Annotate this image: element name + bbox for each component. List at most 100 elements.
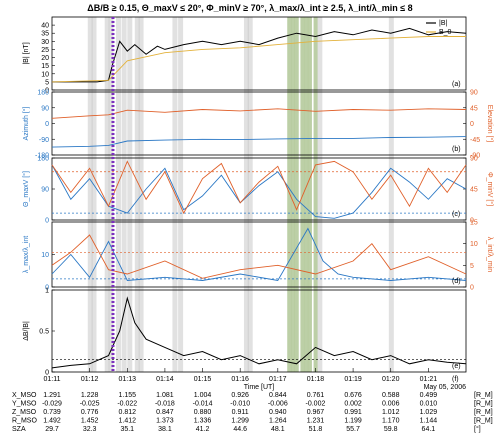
eph-value: 48.1	[271, 426, 285, 433]
chart-title: ΔB/B ≥ 0.15, Θ_maxV ≤ 20°, Φ_minV ≥ 70°,…	[87, 3, 412, 13]
gray-band-0	[87, 17, 93, 372]
xtick-label: 01:20	[382, 376, 400, 383]
eph-unit: [R_M]	[474, 392, 493, 399]
ytick-right-label: 90	[470, 90, 478, 97]
green-band-2	[294, 17, 299, 372]
green-band-0	[287, 17, 292, 372]
ylabel-right: Φ_minV [°]	[486, 172, 494, 206]
eph-value: 1.228	[81, 392, 99, 399]
gray-band-12	[247, 17, 253, 372]
ytick-label: 15	[41, 63, 49, 70]
eph-unit: [R_M]	[474, 401, 493, 408]
gray-band-1	[91, 17, 97, 372]
series-1	[51, 160, 467, 215]
eph-value: 1.144	[420, 418, 438, 425]
eph-value: 0.926	[231, 392, 249, 399]
eph-value: 1.373	[156, 418, 174, 425]
eph-unit: [R_M]	[474, 418, 493, 425]
eph-value: 0.676	[344, 392, 362, 399]
eph-value: 0.761	[307, 392, 325, 399]
eph-row-label: X_MSO	[12, 392, 37, 399]
ephemeris-table: X_MSO 1.291 1.228 1.155 1.081 1.004 0.926 0.844…	[12, 392, 493, 433]
ytick-label: 1	[45, 288, 49, 295]
series-0	[51, 164, 467, 219]
eph-row-label: R_MSO	[12, 418, 37, 425]
eph-value: 1.231	[307, 418, 325, 425]
ytick-label: 40	[41, 23, 49, 30]
eph-value: 1.170	[382, 418, 400, 425]
eph-value: -0.022	[117, 401, 137, 408]
panel-b: -180 -90 0 90 180 -90 -45 0 45 90 Azimuth [°] Eleva…	[22, 90, 494, 160]
eph-value: 35.1	[120, 426, 134, 433]
panel-e: 0 0.5 1 ΔB/|B| (e)	[23, 288, 467, 377]
ytick-label: 0	[45, 88, 49, 95]
eph-value: 0.499	[420, 392, 438, 399]
ytick-label: 0.5	[39, 329, 49, 336]
panel-frame	[51, 16, 467, 91]
ytick-right-label: 90	[470, 156, 478, 163]
eph-value: 41.2	[196, 426, 210, 433]
gray-band-4	[115, 17, 121, 372]
series-0	[51, 136, 467, 148]
x-axis: 01:11 01:12 01:13 01:14 01:15 01:16 01:17 01:18…	[44, 368, 466, 391]
ylabel-left: Azimuth [°]	[22, 106, 30, 140]
panel-label: (a)	[452, 81, 461, 88]
ytick-label: 10	[41, 71, 49, 78]
xtick-label: 01:16	[231, 376, 249, 383]
gray-band-11	[243, 17, 249, 372]
eph-value: 1.291	[43, 392, 61, 399]
eph-value: 0.010	[420, 401, 438, 408]
ytick-right-label: 45	[470, 187, 478, 194]
green-band-3	[300, 17, 305, 372]
eph-value: -0.014	[193, 401, 213, 408]
panel-label-f: (f)	[452, 376, 459, 383]
event-bands	[87, 17, 394, 372]
ytick-label: 0	[45, 370, 49, 377]
ytick-label: 25	[41, 47, 49, 54]
ytick-right-label: 10	[470, 241, 478, 248]
xtick-label: 01:18	[307, 376, 325, 383]
ylabel-left: |B| [nT]	[23, 42, 30, 64]
eph-value: 44.6	[233, 426, 247, 433]
eph-value: 1.336	[194, 418, 212, 425]
eph-value: 0.967	[307, 409, 325, 416]
green-band-4	[304, 17, 309, 372]
eph-value: 1.004	[194, 392, 212, 399]
eph-value: 1.264	[269, 418, 287, 425]
ytick-label: 35	[41, 31, 49, 38]
xtick-label: 01:17	[269, 376, 287, 383]
eph-value: -0.029	[42, 401, 62, 408]
eph-value: 51.8	[309, 426, 323, 433]
eph-value: 1.155	[119, 392, 137, 399]
eph-value: -0.002	[306, 401, 326, 408]
panel-label: (c)	[452, 211, 460, 218]
eph-value: 1.012	[382, 409, 400, 416]
eph-value: 32.3	[83, 426, 97, 433]
ylabel-left: ΔB/|B|	[23, 321, 30, 341]
gray-band-14	[388, 17, 394, 372]
eph-value: -0.025	[80, 401, 100, 408]
ytick-label: 5	[45, 79, 49, 86]
gray-band-6	[127, 17, 133, 372]
eph-value: 0.911	[232, 409, 249, 416]
eph-row-label: SZA	[12, 426, 26, 433]
gray-band-2	[104, 17, 110, 372]
eph-unit: [°]	[474, 425, 481, 433]
eph-value: 0.002	[344, 401, 362, 408]
ytick-label: 20	[41, 55, 49, 62]
ytick-label: 90	[41, 105, 49, 112]
eph-value: 0.847	[156, 409, 174, 416]
ytick-right-label: 15	[470, 220, 478, 227]
eph-unit: [R_M]	[474, 409, 493, 416]
gray-band-5	[121, 17, 127, 372]
eph-value: 59.8	[384, 426, 398, 433]
eph-value: 0.776	[81, 409, 99, 416]
ylabel-left: λ_max/λ_int	[23, 236, 30, 273]
eph-value: -0.006	[268, 401, 288, 408]
ytick-label: 180	[37, 90, 49, 97]
panel-label: (d)	[452, 278, 461, 285]
ytick-right-label: 0	[470, 285, 474, 292]
panel-label: (e)	[452, 363, 461, 370]
eph-value: 64.1	[422, 426, 436, 433]
